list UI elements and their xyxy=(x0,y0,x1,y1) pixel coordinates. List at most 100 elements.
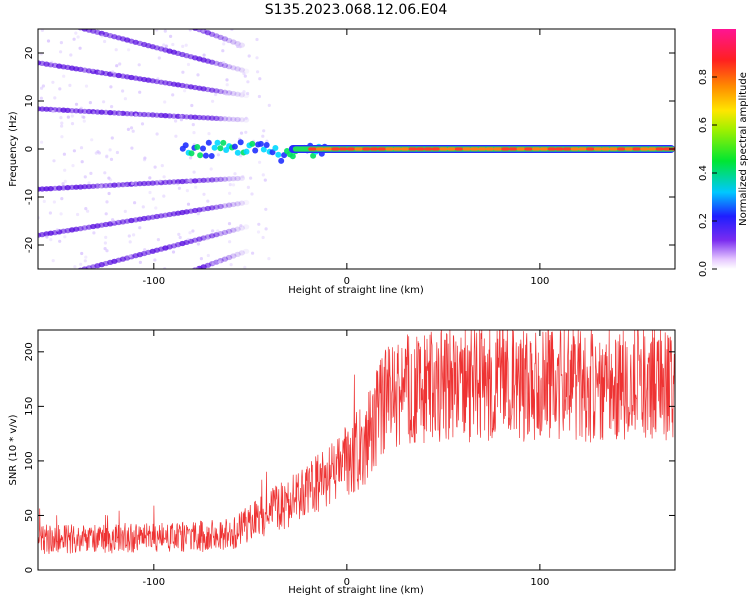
harmonic-band-mark xyxy=(200,235,207,241)
noise-speckle xyxy=(68,83,72,87)
noise-speckle xyxy=(191,123,195,127)
harmonic-band-mark xyxy=(230,227,237,233)
noise-speckle xyxy=(171,250,176,254)
noise-speckle xyxy=(49,238,53,242)
noise-speckle xyxy=(107,191,111,196)
noise-speckle xyxy=(196,73,200,77)
noise-speckle xyxy=(243,74,247,78)
harmonic-band-mark xyxy=(234,116,241,123)
noise-speckle xyxy=(256,70,260,74)
central-line-mark xyxy=(263,142,270,148)
noise-speckle xyxy=(174,119,178,123)
harmonic-band-mark xyxy=(60,21,66,26)
noise-speckle xyxy=(79,146,84,150)
harmonic-band-mark xyxy=(213,177,220,183)
noise-speckle xyxy=(107,176,111,180)
noise-speckle xyxy=(105,155,109,159)
noise-speckle xyxy=(42,199,46,203)
central-line-peak xyxy=(346,147,355,151)
central-line-mark xyxy=(220,139,227,146)
spectrogram-ylabel: Frequency (Hz) xyxy=(8,111,19,187)
noise-speckle xyxy=(138,260,142,264)
harmonic-band-mark xyxy=(213,88,220,94)
noise-speckle xyxy=(84,84,89,88)
noise-speckle xyxy=(133,201,137,205)
noise-speckle xyxy=(233,172,237,176)
noise-speckle xyxy=(251,251,255,255)
central-line-peak xyxy=(640,147,649,151)
harmonic-band-mark xyxy=(230,253,237,259)
central-line-mark xyxy=(249,140,256,147)
noise-speckle xyxy=(99,184,103,188)
noise-speckle xyxy=(63,179,67,183)
snr-y-tick-label: 200 xyxy=(24,342,35,361)
harmonic-band-mark xyxy=(242,199,250,206)
noise-speckle xyxy=(206,199,210,203)
central-line-mark xyxy=(278,157,285,164)
noise-speckle xyxy=(72,149,76,153)
figure-title: S135.2023.068.12.06.E04 xyxy=(265,2,448,18)
harmonic-band-mark xyxy=(69,23,75,28)
snr-frame xyxy=(37,329,676,571)
noise-speckle xyxy=(211,99,215,103)
noise-speckle xyxy=(51,80,55,84)
central-line-peak xyxy=(393,147,402,151)
harmonic-band-mark xyxy=(213,259,220,265)
central-line-peak xyxy=(339,147,348,151)
noise-speckle xyxy=(247,54,251,58)
noise-speckle xyxy=(206,253,210,258)
noise-speckle xyxy=(74,31,78,35)
noise-speckle xyxy=(216,229,220,233)
central-line-mark xyxy=(260,146,267,153)
spectrogram-y-tick-label: 20 xyxy=(24,47,35,60)
central-line-peak xyxy=(578,147,587,151)
colorbar-tick-label: 0.0 xyxy=(698,261,709,277)
noise-speckle xyxy=(111,70,115,74)
central-line-peak xyxy=(524,147,533,151)
noise-speckle xyxy=(118,62,122,66)
colorbar-tick-label: 0.6 xyxy=(698,117,709,133)
central-line-mark xyxy=(188,150,195,157)
central-line-mark xyxy=(243,148,250,155)
harmonic-band-mark xyxy=(221,89,229,95)
noise-speckle xyxy=(155,132,159,136)
noise-speckle xyxy=(60,124,64,128)
harmonic-band-mark xyxy=(238,92,245,98)
noise-speckle xyxy=(229,263,233,267)
noise-speckle xyxy=(211,262,216,266)
harmonic-band-mark xyxy=(234,175,241,182)
noise-speckle xyxy=(178,235,182,240)
central-line-peak xyxy=(609,147,618,151)
noise-speckle xyxy=(63,168,67,172)
noise-speckle xyxy=(196,242,200,246)
noise-speckle xyxy=(58,239,62,243)
noise-speckle xyxy=(185,189,189,193)
harmonic-band-mark xyxy=(230,90,237,97)
noise-speckle xyxy=(103,247,107,251)
noise-speckle xyxy=(263,178,267,182)
noise-speckle xyxy=(228,240,232,244)
noise-speckle xyxy=(261,173,265,177)
noise-speckle xyxy=(100,34,104,38)
noise-speckle xyxy=(156,77,160,81)
harmonic-band-mark xyxy=(208,261,216,267)
noise-speckle xyxy=(186,237,190,242)
central-line-mark xyxy=(310,152,317,159)
noise-speckle xyxy=(103,241,107,245)
central-line-mark xyxy=(231,143,238,150)
central-line-peak xyxy=(362,147,371,151)
colorbar-tick-label: 0.8 xyxy=(698,69,709,85)
noise-speckle xyxy=(255,56,259,60)
snr-xlabel: Height of straight line (km) xyxy=(288,585,424,596)
noise-speckle xyxy=(90,138,94,142)
noise-speckle xyxy=(244,116,248,120)
noise-speckle xyxy=(52,200,57,204)
noise-speckle xyxy=(228,183,232,187)
noise-speckle xyxy=(243,265,247,269)
noise-speckle xyxy=(55,228,59,232)
noise-speckle xyxy=(264,227,268,231)
central-line-peak xyxy=(601,147,610,151)
noise-speckle xyxy=(169,34,173,39)
central-line-peak xyxy=(539,147,548,151)
noise-speckle xyxy=(214,92,218,97)
